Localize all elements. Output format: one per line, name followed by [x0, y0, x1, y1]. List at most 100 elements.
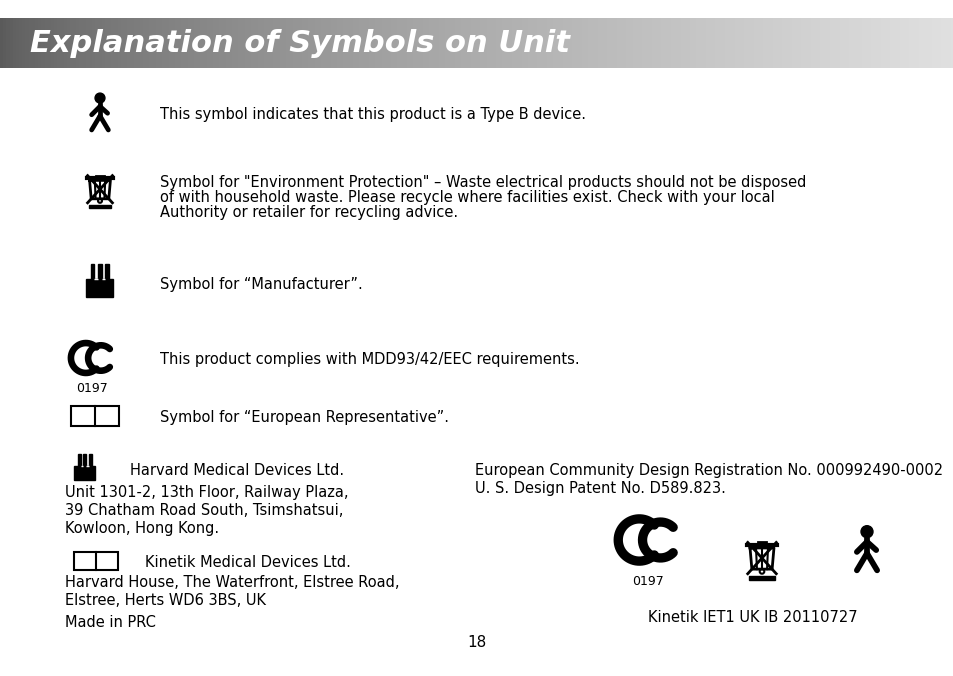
- Bar: [693, 18, 697, 68]
- Bar: [457, 18, 461, 68]
- Bar: [746, 18, 751, 68]
- Bar: [213, 18, 217, 68]
- Bar: [372, 18, 375, 68]
- Bar: [683, 18, 687, 68]
- Bar: [136, 18, 141, 68]
- Bar: [584, 18, 589, 68]
- Bar: [184, 18, 189, 68]
- Bar: [508, 18, 513, 68]
- Bar: [57, 18, 61, 68]
- Bar: [750, 18, 754, 68]
- Bar: [38, 18, 42, 68]
- Bar: [203, 18, 208, 68]
- Text: Symbol for “Manufacturer”.: Symbol for “Manufacturer”.: [160, 277, 362, 292]
- Bar: [155, 18, 160, 68]
- Bar: [553, 18, 557, 68]
- Bar: [486, 18, 490, 68]
- Bar: [384, 18, 389, 68]
- Bar: [407, 18, 411, 68]
- Bar: [658, 18, 661, 68]
- Bar: [302, 18, 306, 68]
- Bar: [3, 18, 8, 68]
- Bar: [45, 18, 49, 68]
- Bar: [410, 18, 414, 68]
- Bar: [639, 18, 642, 68]
- Bar: [581, 18, 585, 68]
- Bar: [226, 18, 230, 68]
- Bar: [565, 18, 570, 68]
- Bar: [388, 18, 392, 68]
- Bar: [877, 18, 881, 68]
- Bar: [498, 18, 503, 68]
- Bar: [143, 18, 147, 68]
- Polygon shape: [87, 279, 113, 297]
- Text: Kowloon, Hong Kong.: Kowloon, Hong Kong.: [65, 521, 219, 536]
- Bar: [550, 18, 554, 68]
- Bar: [902, 18, 906, 68]
- Bar: [845, 18, 849, 68]
- Text: REP: REP: [97, 556, 118, 566]
- Bar: [362, 18, 366, 68]
- Bar: [769, 18, 773, 68]
- Bar: [772, 18, 776, 68]
- Bar: [31, 18, 36, 68]
- Bar: [760, 18, 763, 68]
- Bar: [359, 18, 363, 68]
- Bar: [648, 18, 652, 68]
- Bar: [817, 18, 821, 68]
- Bar: [64, 18, 68, 68]
- Bar: [10, 18, 13, 68]
- Bar: [801, 18, 804, 68]
- Bar: [336, 18, 341, 68]
- Polygon shape: [91, 264, 94, 279]
- Bar: [150, 18, 153, 68]
- Text: 0197: 0197: [632, 575, 663, 587]
- Bar: [762, 18, 766, 68]
- Bar: [222, 18, 227, 68]
- Bar: [788, 18, 792, 68]
- Bar: [159, 18, 163, 68]
- Bar: [578, 18, 582, 68]
- Bar: [295, 18, 299, 68]
- Text: Made in PRC: Made in PRC: [65, 615, 155, 630]
- Bar: [941, 18, 944, 68]
- Bar: [629, 18, 633, 68]
- Bar: [133, 18, 137, 68]
- Bar: [546, 18, 551, 68]
- Polygon shape: [77, 454, 80, 466]
- Bar: [60, 18, 65, 68]
- Bar: [229, 18, 233, 68]
- Bar: [950, 18, 953, 68]
- Bar: [521, 18, 525, 68]
- Bar: [422, 18, 427, 68]
- Bar: [798, 18, 801, 68]
- Bar: [343, 18, 347, 68]
- Bar: [112, 18, 115, 68]
- Bar: [810, 18, 814, 68]
- Bar: [737, 18, 741, 68]
- Bar: [813, 18, 818, 68]
- Bar: [474, 18, 477, 68]
- Bar: [124, 18, 128, 68]
- Bar: [353, 18, 356, 68]
- Bar: [622, 18, 627, 68]
- Bar: [915, 18, 919, 68]
- Bar: [603, 18, 608, 68]
- Bar: [820, 18, 823, 68]
- Bar: [784, 18, 789, 68]
- Bar: [416, 18, 420, 68]
- Bar: [419, 18, 423, 68]
- Bar: [286, 18, 290, 68]
- Bar: [451, 18, 456, 68]
- Bar: [527, 18, 532, 68]
- Bar: [740, 18, 744, 68]
- Bar: [836, 18, 840, 68]
- Text: Symbol for "Environment Protection" – Waste electrical products should not be di: Symbol for "Environment Protection" – Wa…: [160, 175, 805, 190]
- Bar: [67, 18, 71, 68]
- Bar: [131, 18, 134, 68]
- Bar: [470, 18, 475, 68]
- Bar: [559, 18, 563, 68]
- Bar: [102, 18, 106, 68]
- Bar: [864, 18, 868, 68]
- Bar: [432, 18, 436, 68]
